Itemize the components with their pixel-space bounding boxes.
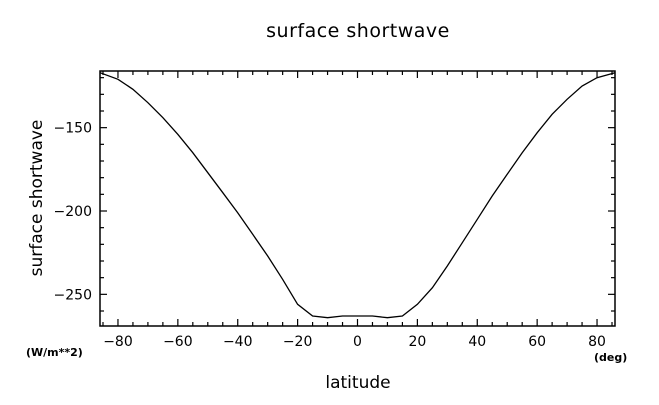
y-tick-label: −200 [54,204,92,220]
x-axis-title: latitude [325,373,390,393]
x-unit-label: (deg) [594,351,627,364]
tick-labels: −80 −60 −40 −20 0 20 40 60 80−150−200−250 [54,121,606,350]
x-tick-label: −80 [103,334,133,350]
y-tick-label: −150 [54,121,92,137]
plot-frame [99,70,616,327]
x-tick-label: 40 [468,334,486,350]
x-tick-label: −60 [163,334,193,350]
plot-area [99,72,616,319]
x-tick-label: 20 [408,334,426,350]
x-tick-label: 80 [588,334,606,350]
x-tick-label: 0 [353,334,362,350]
x-tick-label: 60 [528,334,546,350]
chart-title: surface shortwave [266,20,450,42]
axis-ticks [100,71,615,326]
y-unit-label: (W/m**2) [26,346,83,359]
y-tick-label: −250 [54,287,92,303]
y-axis-title: surface shortwave [27,120,47,277]
x-tick-label: −40 [223,334,253,350]
x-tick-label: −20 [283,334,313,350]
series-line [99,72,616,319]
